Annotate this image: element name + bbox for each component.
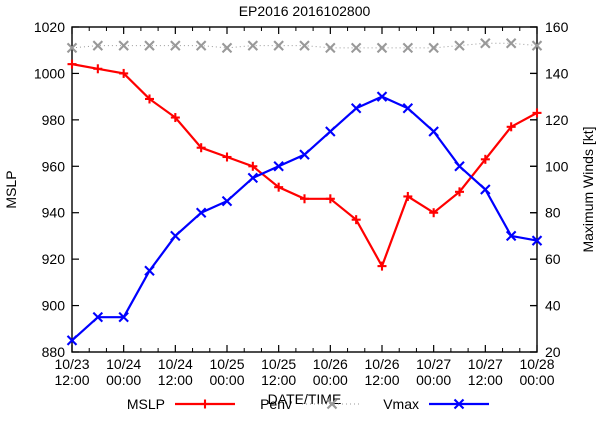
x-axis-tick-time: 00:00: [519, 372, 554, 388]
data-point-marker: [480, 38, 491, 49]
data-point-marker: [144, 265, 155, 276]
data-point-marker: [299, 40, 310, 51]
y-axis-tick-label: 960: [42, 158, 66, 174]
data-point-marker: [170, 230, 181, 242]
data-point-marker: [454, 161, 465, 172]
plot-frame: [71, 26, 538, 353]
x-axis-tick-time: 12:00: [261, 372, 296, 388]
data-point-marker: [325, 126, 336, 137]
y2-axis-tick-label: 120: [545, 112, 569, 128]
y2-axis-tick-label: 20: [545, 344, 561, 360]
data-point-marker: [195, 40, 207, 51]
x-axis-tick-time: 12:00: [54, 372, 89, 388]
data-point-marker: [118, 311, 129, 323]
data-point-marker: [428, 42, 439, 54]
x-axis-tick-date: 10/27: [416, 356, 451, 372]
x-axis-tick-time: 00:00: [106, 372, 141, 388]
y-axis-tick-label: 1000: [34, 65, 65, 81]
data-point-marker: [118, 40, 129, 51]
data-point-marker: [454, 40, 465, 51]
y-axis-tick-label: 880: [42, 344, 66, 360]
data-point-marker: [453, 398, 465, 410]
y2-axis-title: Maximum Winds [kt]: [580, 126, 596, 252]
data-point-marker: [326, 398, 338, 410]
data-point-marker: [402, 103, 414, 114]
x-axis-tick-time: 00:00: [416, 372, 451, 388]
y-axis-title: MSLP: [3, 170, 19, 208]
data-point-marker: [247, 172, 259, 184]
chart-title: EP2016 2016102800: [239, 3, 371, 19]
x-axis-tick-date: 10/27: [468, 356, 503, 372]
series-mslp: [67, 59, 542, 271]
data-point-marker: [92, 40, 104, 51]
series-line-vmax: [71, 95, 538, 342]
y-axis-tick-label: 900: [42, 298, 66, 314]
series-line-mslp: [71, 63, 538, 269]
y2-axis-tick-label: 60: [545, 251, 561, 267]
data-point-marker: [325, 42, 336, 54]
data-point-marker: [531, 235, 543, 246]
y-axis-tick-label: 1020: [34, 19, 65, 35]
x-axis-tick-date: 10/24: [106, 356, 141, 372]
data-point-marker: [350, 42, 362, 54]
legend-label-vmax: Vmax: [383, 396, 419, 412]
data-point-marker: [170, 40, 181, 51]
data-point-marker: [273, 161, 284, 172]
y2-axis-tick-label: 100: [545, 158, 569, 174]
data-point-marker: [221, 42, 233, 54]
data-point-marker: [144, 40, 155, 51]
x-axis-tick-date: 10/24: [158, 356, 193, 372]
x-axis-title: DATE/TIME: [268, 391, 342, 407]
x-axis-tick-date: 10/26: [364, 356, 399, 372]
x-axis-tick-date: 10/28: [519, 356, 554, 372]
data-point-marker: [66, 335, 78, 346]
data-point-marker: [273, 40, 284, 51]
data-point-marker: [66, 42, 78, 54]
y2-axis-tick-label: 40: [545, 298, 561, 314]
data-point-marker: [376, 42, 388, 54]
x-axis-tick-date: 10/25: [209, 356, 244, 372]
y-axis-tick-label: 920: [42, 251, 66, 267]
legend-label-penv: Penv: [260, 396, 292, 412]
data-point-marker: [402, 42, 414, 54]
x-axis-tick-date: 10/26: [313, 356, 348, 372]
data-point-marker: [221, 195, 233, 207]
legend-label-mslp: MSLP: [127, 396, 165, 412]
data-point-marker: [247, 40, 259, 51]
x-axis-tick-time: 00:00: [313, 372, 348, 388]
data-point-marker: [428, 126, 439, 137]
data-point-marker: [376, 91, 388, 102]
x-axis-tick-time: 12:00: [158, 372, 193, 388]
data-point-marker: [480, 184, 491, 195]
series-vmax: [66, 91, 543, 346]
data-point-marker: [350, 103, 362, 114]
series-penv: [66, 38, 543, 54]
x-axis-tick-time: 00:00: [209, 372, 244, 388]
y-axis-tick-label: 980: [42, 112, 66, 128]
data-point-marker: [505, 38, 517, 49]
data-point-marker: [92, 311, 104, 323]
chart-legend: MSLP Penv Vmax: [127, 396, 489, 412]
y2-axis-tick-label: 140: [545, 65, 569, 81]
data-point-marker: [195, 207, 207, 218]
y2-axis-tick-label: 160: [545, 19, 569, 35]
y-axis-tick-label: 940: [42, 205, 66, 221]
x-axis-tick-time: 12:00: [468, 372, 503, 388]
data-point-marker: [299, 149, 310, 160]
x-axis-tick-date: 10/23: [54, 356, 89, 372]
data-point-marker: [505, 230, 517, 242]
x-axis-tick-time: 12:00: [364, 372, 399, 388]
data-point-marker: [531, 40, 543, 51]
x-axis-tick-date: 10/25: [261, 356, 296, 372]
y2-axis-tick-label: 80: [545, 205, 561, 221]
